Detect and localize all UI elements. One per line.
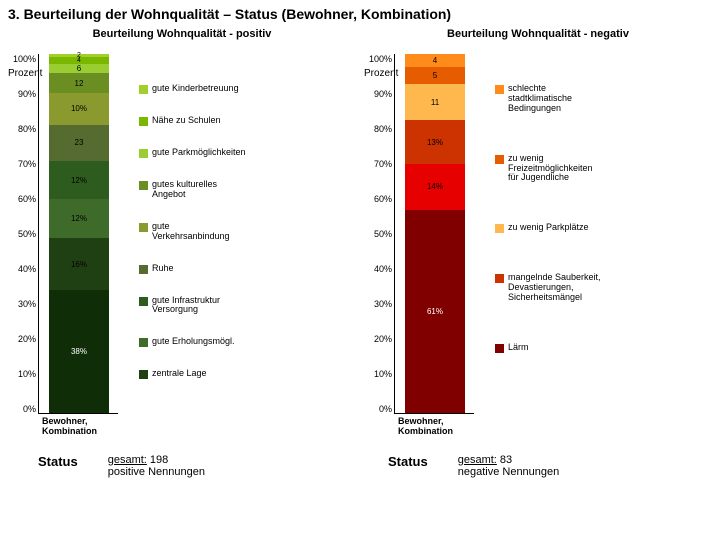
legend-swatch [139, 297, 148, 306]
left-legend: gute Kinderbetreuung Nähe zu Schulen gute … [139, 84, 249, 401]
bar-segment: 10% [49, 93, 109, 125]
right-subtitle: Beurteilung Wohnqualität - negativ [360, 28, 716, 40]
legend-swatch [495, 344, 504, 353]
right-plot: 451113%14%61% [394, 54, 474, 414]
left-xaxis: Bewohner, Kombination [42, 416, 122, 436]
legend-item: Ruhe [139, 264, 249, 274]
right-legend: schlechte stadtklimatische Bedingungen zu… [495, 84, 605, 393]
legend-swatch [139, 370, 148, 379]
legend-item: zu wenig Freizeitmöglichkeiten für Jugen… [495, 154, 605, 184]
legend-swatch [139, 338, 148, 347]
legend-item: zentrale Lage [139, 369, 249, 379]
right-xaxis: Bewohner, Kombination [398, 416, 478, 436]
legend-item: zu wenig Parkplätze [495, 223, 605, 233]
bar-segment: 16% [49, 238, 109, 290]
legend-item: gutes kulturelles Angebot [139, 180, 249, 200]
left-subtitle: Beurteilung Wohnqualität - positiv [4, 28, 360, 40]
right-yaxis: 100%90%80%70%60%50%40%30%20%10%0% [360, 54, 394, 414]
footer-row: Status gesamt: 198 positive Nennungen St… [0, 454, 720, 478]
legend-swatch [139, 85, 148, 94]
page-title: 3. Beurteilung der Wohnqualität – Status… [0, 0, 720, 24]
legend-item: gute Kinderbetreuung [139, 84, 249, 94]
legend-item: Nähe zu Schulen [139, 116, 249, 126]
bar-segment: 4 [405, 54, 465, 67]
legend-swatch [495, 155, 504, 164]
legend-swatch [495, 85, 504, 94]
legend-swatch [139, 117, 148, 126]
right-status-label: Status [388, 454, 428, 469]
right-chart: Beurteilung Wohnqualität - negativ Proze… [360, 24, 716, 436]
legend-item: gute Verkehrsanbindung [139, 222, 249, 242]
legend-swatch [495, 224, 504, 233]
bar-segment: 12% [49, 161, 109, 200]
bar-segment: 12 [49, 73, 109, 92]
charts-row: Beurteilung Wohnqualität - positiv Proze… [0, 24, 720, 436]
legend-item: gute Parkmöglichkeiten [139, 148, 249, 158]
legend-swatch [495, 274, 504, 283]
legend-swatch [139, 149, 148, 158]
bar-segment: 6 [49, 64, 109, 74]
legend-item: schlechte stadtklimatische Bedingungen [495, 84, 605, 114]
bar-segment: 23 [49, 125, 109, 161]
legend-swatch [139, 223, 148, 232]
bar-segment: 13% [405, 120, 465, 163]
bar-segment: 14% [405, 164, 465, 211]
bar-segment: 11 [405, 84, 465, 121]
legend-swatch [139, 265, 148, 274]
bar-segment: 61% [405, 210, 465, 413]
left-bar: 2461210%2312%12%16%38% [49, 54, 109, 413]
left-plot: 2461210%2312%12%16%38% [38, 54, 118, 414]
bar-segment: 5 [405, 67, 465, 84]
left-status-label: Status [38, 454, 78, 469]
left-chart: Beurteilung Wohnqualität - positiv Proze… [4, 24, 360, 436]
left-yaxis: 100%90%80%70%60%50%40%30%20%10%0% [4, 54, 38, 414]
legend-item: gute Erholungsmögl. [139, 337, 249, 347]
legend-item: mangelnde Sauberkeit, Devastierungen, Si… [495, 273, 605, 303]
bar-segment: 12% [49, 199, 109, 238]
bar-segment: 38% [49, 290, 109, 413]
legend-item: Lärm [495, 343, 605, 353]
legend-item: gute Infrastruktur Versorgung [139, 296, 249, 316]
right-bar: 451113%14%61% [405, 54, 465, 413]
right-footer-text: gesamt: 83 negative Nennungen [458, 454, 560, 478]
left-footer-text: gesamt: 198 positive Nennungen [108, 454, 205, 478]
legend-swatch [139, 181, 148, 190]
